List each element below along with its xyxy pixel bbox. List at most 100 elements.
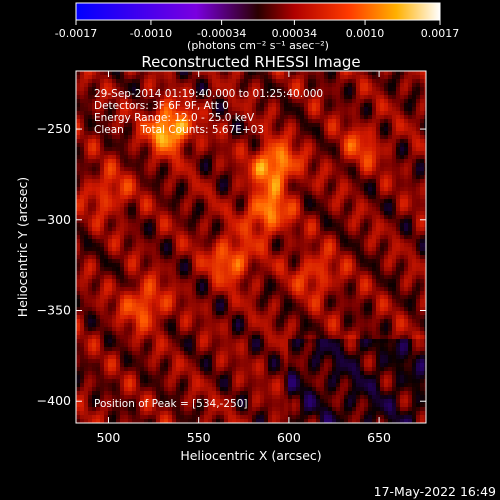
- heatmap-cell: [212, 163, 217, 168]
- heatmap-cell: [104, 399, 109, 404]
- heatmap-cell: [228, 211, 233, 216]
- heatmap-cell: [252, 327, 257, 332]
- heatmap-cell: [284, 335, 289, 340]
- heatmap-cell: [256, 199, 261, 204]
- heatmap-cell: [116, 343, 121, 348]
- heatmap-cell: [120, 415, 125, 420]
- heatmap-cell: [252, 235, 257, 240]
- heatmap-cell: [196, 243, 201, 248]
- heatmap-cell: [76, 403, 81, 408]
- heatmap-cell: [300, 263, 305, 268]
- heatmap-cell: [84, 231, 89, 236]
- heatmap-cell: [256, 163, 261, 168]
- heatmap-cell: [76, 323, 81, 328]
- heatmap-cell: [216, 179, 221, 184]
- heatmap-cell: [180, 159, 185, 164]
- heatmap-cell: [84, 191, 89, 196]
- heatmap-cell: [268, 155, 273, 160]
- heatmap-cell: [208, 319, 213, 324]
- heatmap-cell: [80, 319, 85, 324]
- heatmap-cell: [136, 275, 141, 280]
- heatmap-cell: [96, 227, 101, 232]
- heatmap-cell: [204, 167, 209, 172]
- heatmap-cell: [188, 227, 193, 232]
- heatmap-cell: [148, 187, 153, 192]
- heatmap-cell: [240, 187, 245, 192]
- heatmap-cell: [248, 115, 253, 120]
- heatmap-cell: [244, 139, 249, 144]
- heatmap-cell: [148, 239, 153, 244]
- heatmap-cell: [236, 375, 241, 380]
- heatmap-cell: [184, 375, 189, 380]
- heatmap-cell: [288, 119, 293, 124]
- heatmap-cell: [244, 91, 249, 96]
- heatmap-cell: [216, 263, 221, 268]
- heatmap-cell: [88, 295, 93, 300]
- heatmap-cell: [160, 195, 165, 200]
- heatmap-cell: [192, 163, 197, 168]
- heatmap-cell: [144, 383, 149, 388]
- heatmap-cell: [284, 303, 289, 308]
- heatmap-cell: [260, 139, 265, 144]
- heatmap-cell: [236, 235, 241, 240]
- heatmap-cell: [244, 287, 249, 292]
- heatmap-cell: [228, 87, 233, 92]
- heatmap-cell: [220, 347, 225, 352]
- heatmap-cell: [148, 319, 153, 324]
- heatmap-cell: [200, 283, 205, 288]
- heatmap-cell: [208, 235, 213, 240]
- heatmap-cell: [144, 131, 149, 136]
- heatmap-cell: [248, 375, 253, 380]
- heatmap-cell: [76, 335, 81, 340]
- heatmap-cell: [164, 191, 169, 196]
- heatmap-cell: [296, 347, 301, 352]
- heatmap-cell: [252, 215, 257, 220]
- heatmap-cell: [148, 251, 153, 256]
- heatmap-cell: [184, 411, 189, 416]
- heatmap-cell: [252, 119, 257, 124]
- heatmap-cell: [76, 203, 81, 208]
- heatmap-cell: [132, 363, 137, 368]
- heatmap-cell: [280, 255, 285, 260]
- heatmap-cell: [296, 371, 301, 376]
- heatmap-cell: [232, 291, 237, 296]
- heatmap-cell: [136, 231, 141, 236]
- heatmap-cell: [172, 207, 177, 212]
- heatmap-cell: [128, 315, 133, 320]
- heatmap-cell: [184, 403, 189, 408]
- heatmap-cell: [276, 387, 281, 392]
- heatmap-cell: [172, 339, 177, 344]
- heatmap-cell: [268, 227, 273, 232]
- heatmap-cell: [132, 343, 137, 348]
- heatmap-cell: [156, 103, 161, 108]
- heatmap-cell: [236, 311, 241, 316]
- heatmap-cell: [172, 83, 177, 88]
- heatmap-cell: [172, 159, 177, 164]
- heatmap-cell: [124, 399, 129, 404]
- heatmap-cell: [288, 327, 293, 332]
- heatmap-cell: [188, 263, 193, 268]
- heatmap-cell: [248, 303, 253, 308]
- heatmap-cell: [280, 195, 285, 200]
- heatmap-cell: [140, 179, 145, 184]
- heatmap-cell: [244, 99, 249, 104]
- heatmap-cell: [96, 79, 101, 84]
- heatmap-cell: [100, 259, 105, 264]
- heatmap-cell: [200, 119, 205, 124]
- heatmap-cell: [124, 191, 129, 196]
- heatmap-cell: [224, 151, 229, 156]
- heatmap-cell: [292, 87, 297, 92]
- heatmap-cell: [212, 127, 217, 132]
- heatmap-cell: [288, 79, 293, 84]
- heatmap-cell: [100, 107, 105, 112]
- heatmap-cell: [284, 247, 289, 252]
- heatmap-cell: [276, 391, 281, 396]
- heatmap-cell: [264, 163, 269, 168]
- heatmap-cell: [124, 407, 129, 412]
- heatmap-cell: [236, 191, 241, 196]
- heatmap-cell: [280, 319, 285, 324]
- heatmap-cell: [188, 291, 193, 296]
- heatmap-cell: [248, 199, 253, 204]
- heatmap-cell: [284, 271, 289, 276]
